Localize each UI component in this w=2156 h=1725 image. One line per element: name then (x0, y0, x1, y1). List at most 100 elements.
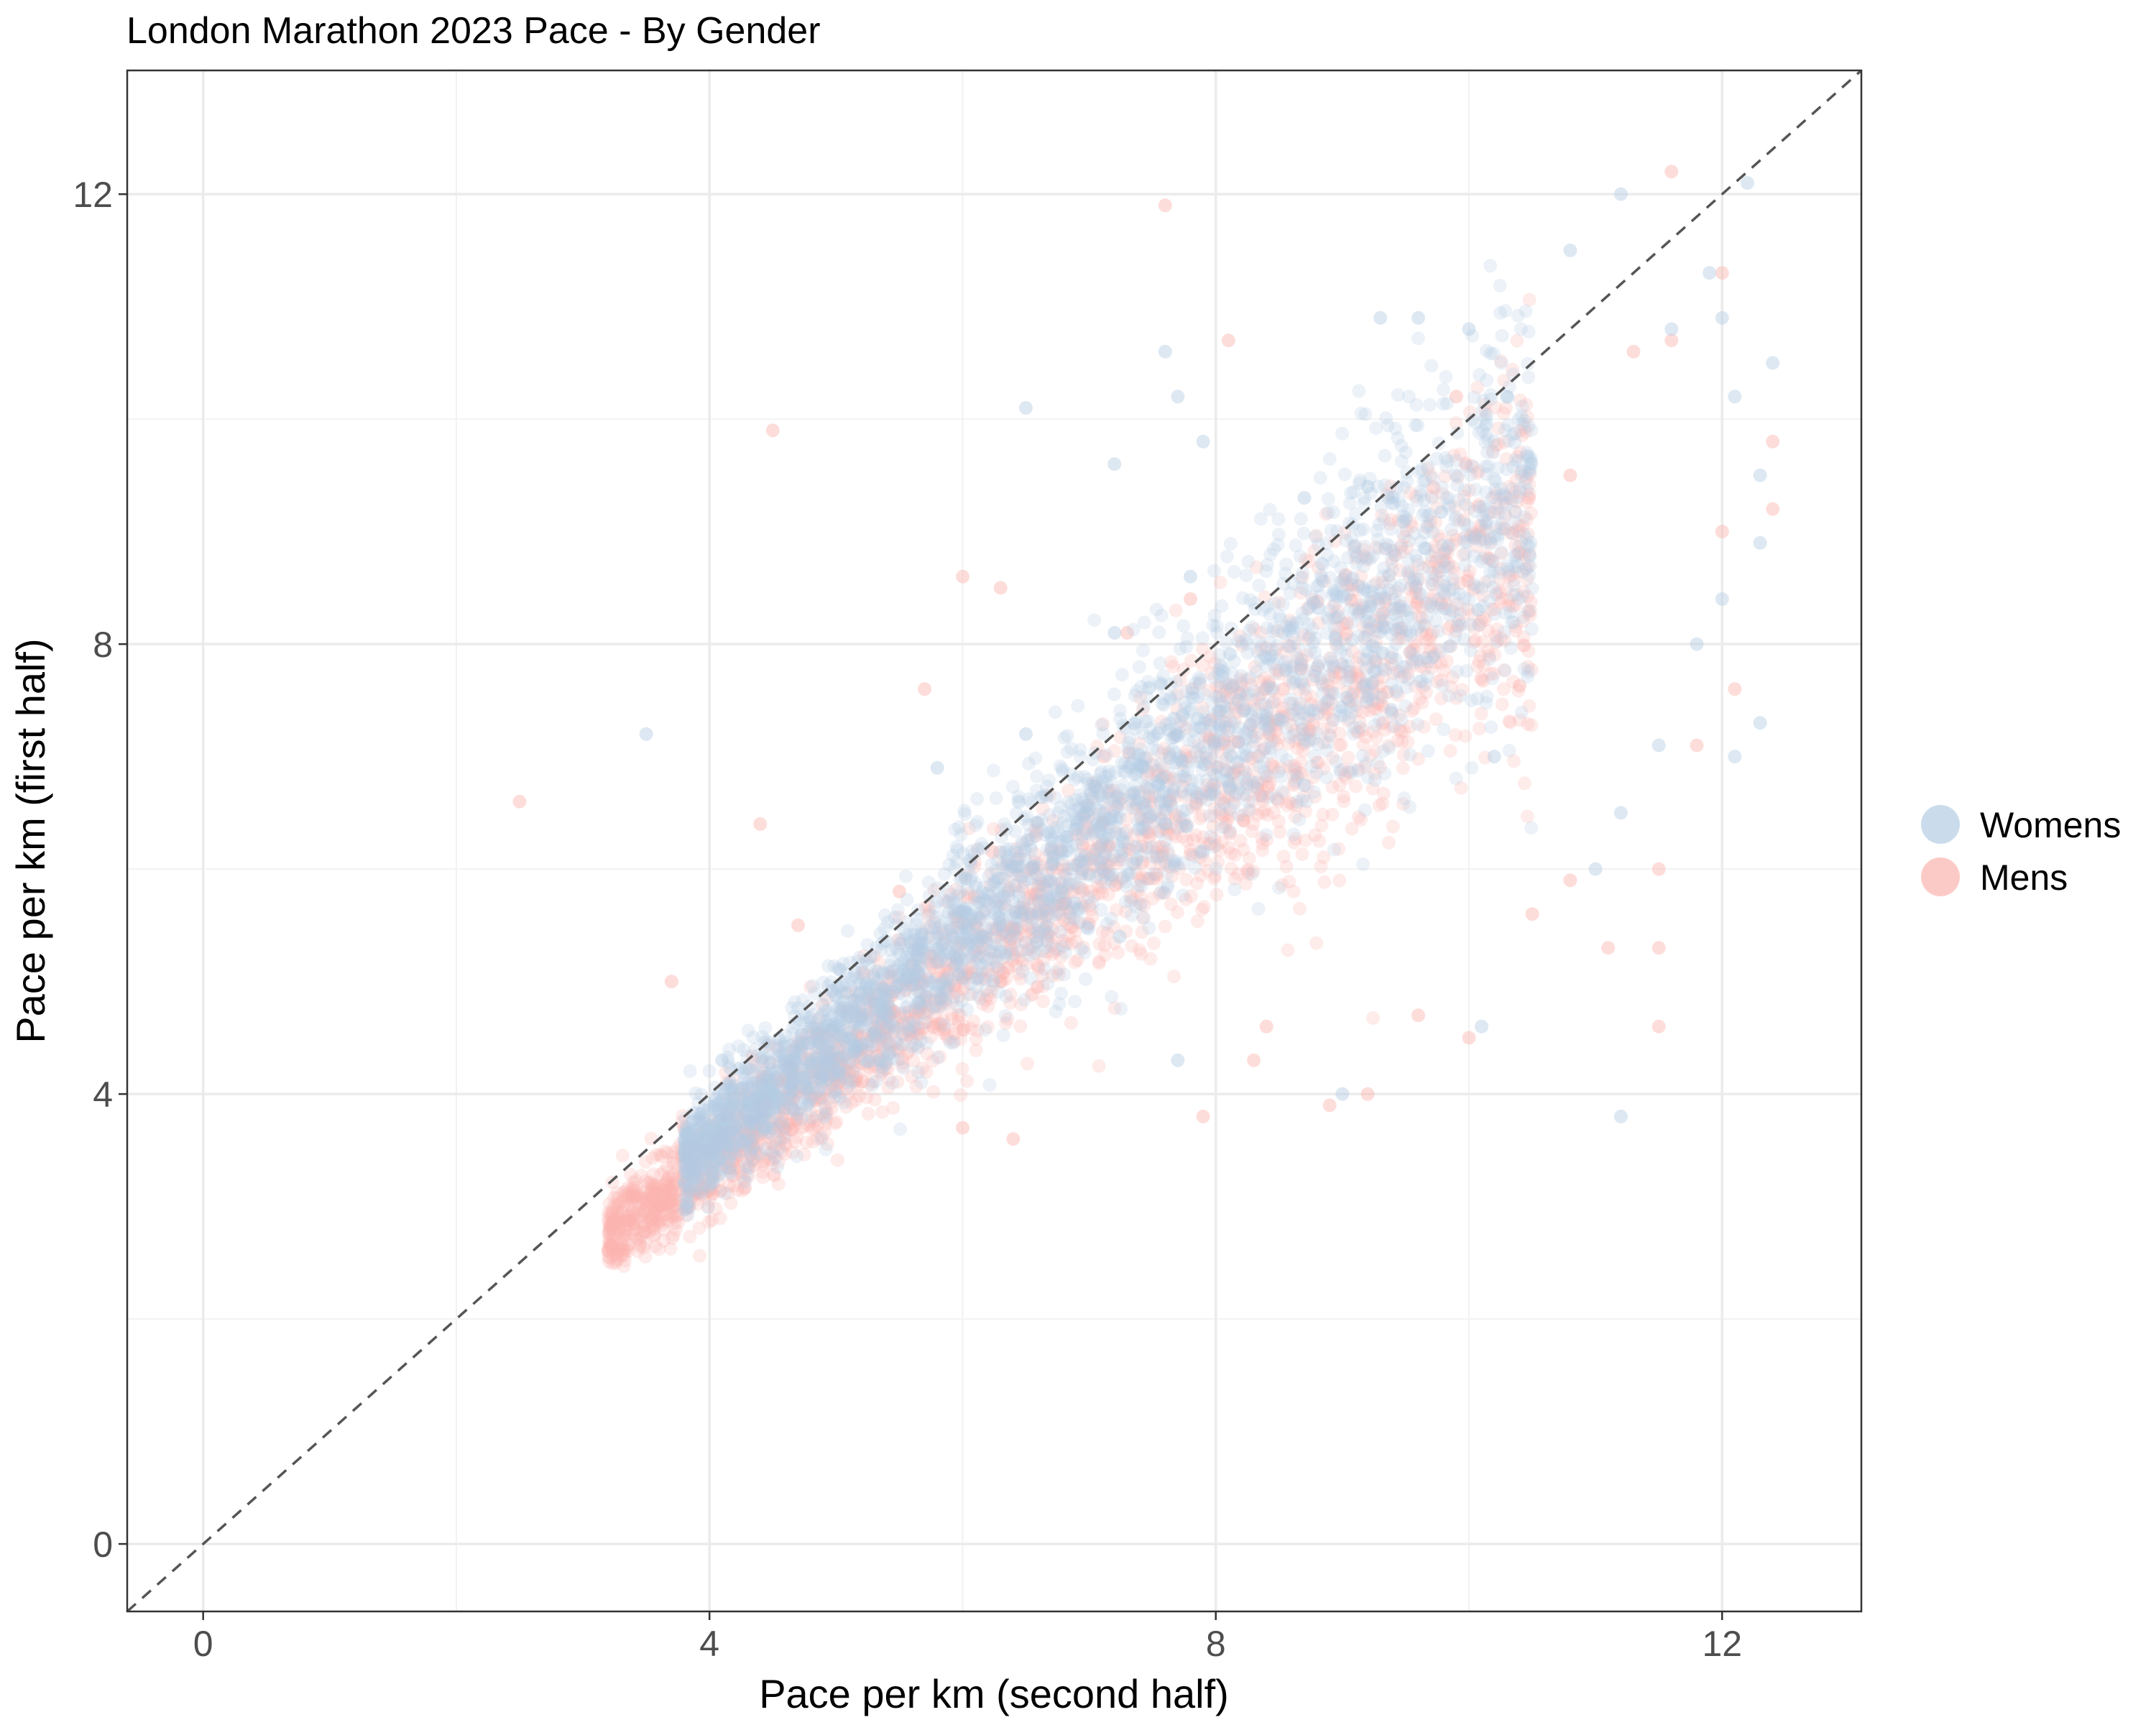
data-point (1250, 645, 1265, 659)
data-point (660, 1160, 674, 1174)
data-point (848, 1074, 862, 1088)
data-point (1026, 860, 1041, 875)
data-point (945, 995, 959, 1009)
data-point (770, 1160, 785, 1174)
data-point (985, 921, 999, 935)
data-point (1339, 568, 1353, 582)
data-point (1329, 627, 1343, 642)
data-point (1037, 904, 1051, 919)
data-point (1287, 758, 1302, 773)
data-point (1122, 842, 1136, 856)
data-point (844, 1072, 858, 1087)
data-point (881, 1036, 895, 1050)
data-point (1294, 512, 1308, 526)
data-point (722, 1109, 736, 1123)
data-point (1282, 795, 1296, 809)
data-point (826, 1080, 840, 1094)
data-point (619, 1184, 633, 1198)
data-point (1450, 618, 1464, 632)
data-point (1088, 780, 1102, 794)
data-point (783, 1058, 798, 1072)
data-point (885, 1005, 899, 1019)
data-point (922, 888, 936, 903)
data-point (719, 1160, 734, 1174)
data-point (1218, 820, 1232, 834)
data-point (790, 1087, 804, 1102)
data-point (1167, 970, 1181, 983)
data-point (882, 1072, 896, 1087)
data-point (1152, 887, 1166, 901)
data-point (919, 1065, 934, 1080)
data-point (1059, 937, 1074, 951)
data-point (710, 1145, 724, 1159)
data-point (1192, 750, 1207, 764)
data-point (1445, 538, 1460, 552)
data-point (828, 1071, 842, 1085)
data-point (1292, 701, 1307, 715)
data-point (1356, 723, 1370, 737)
data-point (1028, 887, 1042, 901)
data-point (1176, 662, 1191, 676)
data-point (1224, 846, 1238, 860)
data-point (602, 1211, 616, 1225)
data-point (603, 1251, 617, 1265)
data-point (1126, 802, 1141, 816)
data-point (727, 1132, 742, 1146)
data-point (1056, 859, 1070, 873)
data-point (1136, 911, 1151, 924)
data-point (1418, 661, 1432, 676)
data-point (916, 1021, 930, 1035)
data-point (1179, 817, 1194, 832)
data-point (1016, 898, 1031, 911)
data-point (1115, 872, 1129, 886)
data-point (714, 1131, 729, 1145)
data-point (1064, 1016, 1078, 1030)
data-point (1327, 505, 1340, 520)
data-point (830, 1153, 844, 1167)
data-point (1520, 410, 1534, 424)
data-point (1227, 848, 1242, 862)
data-point (1498, 304, 1513, 318)
data-point (980, 988, 995, 1003)
data-point (1352, 579, 1366, 594)
data-point (747, 1088, 762, 1103)
data-point (920, 1046, 934, 1061)
data-point (661, 1200, 676, 1214)
data-point (732, 1141, 746, 1155)
data-point (1087, 613, 1102, 627)
data-point (1008, 860, 1022, 875)
data-point (1337, 631, 1352, 645)
data-point (928, 901, 942, 915)
data-point (1405, 653, 1419, 667)
data-point (1179, 721, 1193, 735)
data-point (852, 1041, 866, 1055)
data-point (745, 1154, 759, 1169)
data-point (1243, 717, 1258, 732)
data-point (626, 1188, 640, 1202)
data-point (1168, 789, 1182, 804)
data-point (608, 1217, 622, 1231)
data-point (624, 1167, 637, 1182)
data-point (1437, 554, 1451, 569)
data-point (969, 1032, 983, 1046)
data-point (1472, 497, 1486, 512)
data-point (1259, 828, 1273, 842)
data-point (1259, 640, 1273, 655)
data-point (1473, 722, 1486, 736)
data-point (1358, 407, 1373, 421)
data-point (885, 1004, 900, 1018)
data-point (643, 1212, 658, 1226)
data-point (1382, 835, 1396, 850)
data-point (867, 1025, 881, 1039)
data-point (1286, 708, 1301, 722)
data-point (1157, 769, 1171, 783)
data-point (849, 1070, 864, 1085)
data-point (926, 1085, 941, 1099)
data-point (636, 1186, 650, 1200)
data-point (1006, 953, 1021, 967)
data-point (744, 1147, 758, 1162)
data-point (935, 924, 949, 939)
data-point (1352, 762, 1365, 776)
data-point (1411, 1008, 1425, 1023)
data-point (1289, 648, 1304, 662)
